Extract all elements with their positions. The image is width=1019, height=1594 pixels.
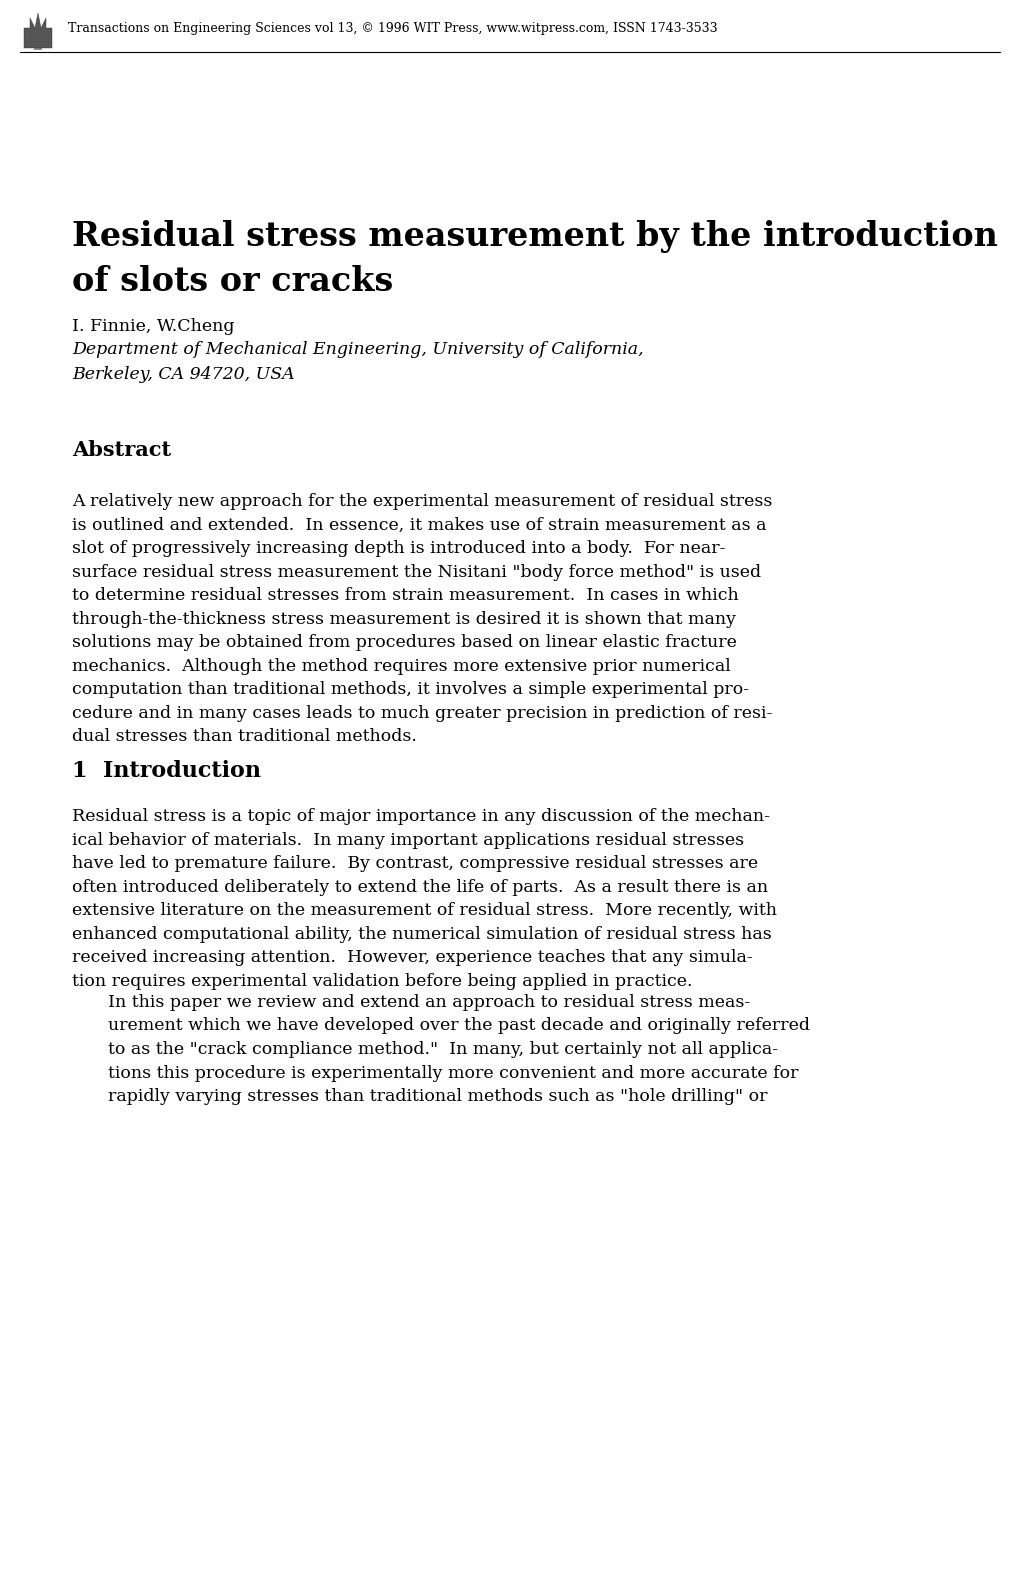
Text: extensive literature on the measurement of residual stress.  More recently, with: extensive literature on the measurement … xyxy=(72,902,776,920)
Text: A relatively new approach for the experimental measurement of residual stress: A relatively new approach for the experi… xyxy=(72,493,771,510)
Text: of slots or cracks: of slots or cracks xyxy=(72,265,393,298)
Text: through-the-thickness stress measurement is desired it is shown that many: through-the-thickness stress measurement… xyxy=(72,611,736,628)
Text: tions this procedure is experimentally more convenient and more accurate for: tions this procedure is experimentally m… xyxy=(108,1065,798,1081)
Text: often introduced deliberately to extend the life of parts.  As a result there is: often introduced deliberately to extend … xyxy=(72,878,767,896)
Text: ical behavior of materials.  In many important applications residual stresses: ical behavior of materials. In many impo… xyxy=(72,832,744,848)
Text: enhanced computational ability, the numerical simulation of residual stress has: enhanced computational ability, the nume… xyxy=(72,926,771,942)
Text: received increasing attention.  However, experience teaches that any simula-: received increasing attention. However, … xyxy=(72,948,752,966)
Text: dual stresses than traditional methods.: dual stresses than traditional methods. xyxy=(72,728,417,744)
Text: Department of Mechanical Engineering, University of California,: Department of Mechanical Engineering, Un… xyxy=(72,341,643,359)
Text: tion requires experimental validation before being applied in practice.: tion requires experimental validation be… xyxy=(72,972,692,990)
Text: is outlined and extended.  In essence, it makes use of strain measurement as a: is outlined and extended. In essence, it… xyxy=(72,516,765,534)
Bar xyxy=(34,41,42,49)
Text: In this paper we review and extend an approach to residual stress meas-: In this paper we review and extend an ap… xyxy=(108,995,750,1011)
Text: to determine residual stresses from strain measurement.  In cases in which: to determine residual stresses from stra… xyxy=(72,587,738,604)
Text: Residual stress measurement by the introduction: Residual stress measurement by the intro… xyxy=(72,220,997,253)
Text: mechanics.  Although the method requires more extensive prior numerical: mechanics. Although the method requires … xyxy=(72,657,730,674)
Text: Transactions on Engineering Sciences vol 13, © 1996 WIT Press, www.witpress.com,: Transactions on Engineering Sciences vol… xyxy=(68,21,717,35)
Text: solutions may be obtained from procedures based on linear elastic fracture: solutions may be obtained from procedure… xyxy=(72,634,736,650)
Text: urement which we have developed over the past decade and originally referred: urement which we have developed over the… xyxy=(108,1017,809,1035)
Text: Residual stress is a topic of major importance in any discussion of the mechan-: Residual stress is a topic of major impo… xyxy=(72,808,769,826)
Text: surface residual stress measurement the Nisitani "body force method" is used: surface residual stress measurement the … xyxy=(72,564,760,580)
Text: slot of progressively increasing depth is introduced into a body.  For near-: slot of progressively increasing depth i… xyxy=(72,540,725,556)
Text: to as the "crack compliance method."  In many, but certainly not all applica-: to as the "crack compliance method." In … xyxy=(108,1041,777,1058)
Text: I. Finnie, W.Cheng: I. Finnie, W.Cheng xyxy=(72,317,234,335)
Text: rapidly varying stresses than traditional methods such as "hole drilling" or: rapidly varying stresses than traditiona… xyxy=(108,1089,766,1105)
Text: 1  Introduction: 1 Introduction xyxy=(72,760,261,783)
Text: have led to premature failure.  By contrast, compressive residual stresses are: have led to premature failure. By contra… xyxy=(72,854,757,872)
Polygon shape xyxy=(24,13,52,48)
Text: computation than traditional methods, it involves a simple experimental pro-: computation than traditional methods, it… xyxy=(72,681,748,698)
Text: Berkeley, CA 94720, USA: Berkeley, CA 94720, USA xyxy=(72,367,294,383)
Text: Abstract: Abstract xyxy=(72,440,171,461)
Text: cedure and in many cases leads to much greater precision in prediction of resi-: cedure and in many cases leads to much g… xyxy=(72,705,771,722)
